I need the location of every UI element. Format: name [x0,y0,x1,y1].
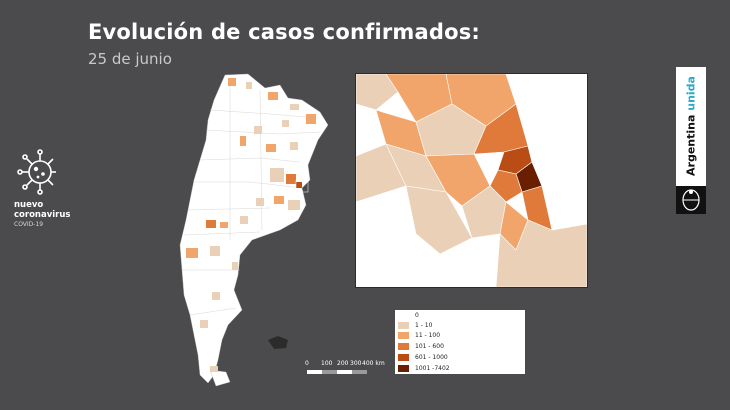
legend-swatch [398,342,409,350]
legend-label: 1001 -7402 [415,364,450,372]
brand-line-nuevo: nuevo [14,200,44,210]
legend-swatch [398,321,409,329]
malvinas-islands [268,336,288,349]
legend-item: 1001 -7402 [395,363,450,373]
badge-text: Argentina unida [676,67,706,184]
legend-label: 1 - 10 [415,321,433,329]
scale-bar: 0 100 200 300 400 km [305,360,385,380]
argentina-mainland [179,73,329,384]
scale-label: 300 [350,360,362,367]
inset-choropleth [356,74,587,287]
legend-item: 1 - 10 [395,320,432,330]
legend-label: 0 [415,311,419,319]
department-choropleth [186,78,316,372]
legend-swatch [398,311,409,319]
brand-line-covid: COVID-19 [14,221,44,228]
scale-label: 0 [305,360,309,367]
map-date: 25 de junio [88,50,172,68]
argentina-map [179,73,329,387]
legend-label: 11 - 100 [415,331,441,339]
legend-item: 11 - 100 [395,330,440,340]
brand-line-coronavirus: coronavirus [14,210,71,220]
scale-bar-graphic [307,370,367,374]
legend-item: 601 - 1000 [395,352,448,362]
badge-word-argentina: Argentina [684,114,698,176]
national-seal-icon [676,186,706,214]
inset-extent-marker [295,179,309,193]
legend-item: 101 - 600 [395,341,444,351]
legend-item: 0 [395,310,419,320]
province-borders [182,80,321,316]
legend-label: 101 - 600 [415,342,444,350]
legend-swatch [398,364,409,372]
scale-label: 100 [321,360,333,367]
map-title: Evolución de casos confirmados: [88,20,481,44]
buenos-aires-inset-map [355,73,588,288]
scale-label: 400 km [362,360,385,367]
virus-icon [17,149,56,195]
map-legend: 0 1 - 10 11 - 100 101 - 600 601 - 1000 1… [395,310,525,374]
covid-brand: nuevo coronavirus COVID-19 [14,146,94,229]
legend-swatch [398,353,409,361]
scale-label: 200 [337,360,349,367]
tierra-del-fuego [209,369,231,387]
legend-swatch [398,331,409,339]
badge-word-unida: unida [684,75,698,111]
legend-label: 601 - 1000 [415,353,448,361]
